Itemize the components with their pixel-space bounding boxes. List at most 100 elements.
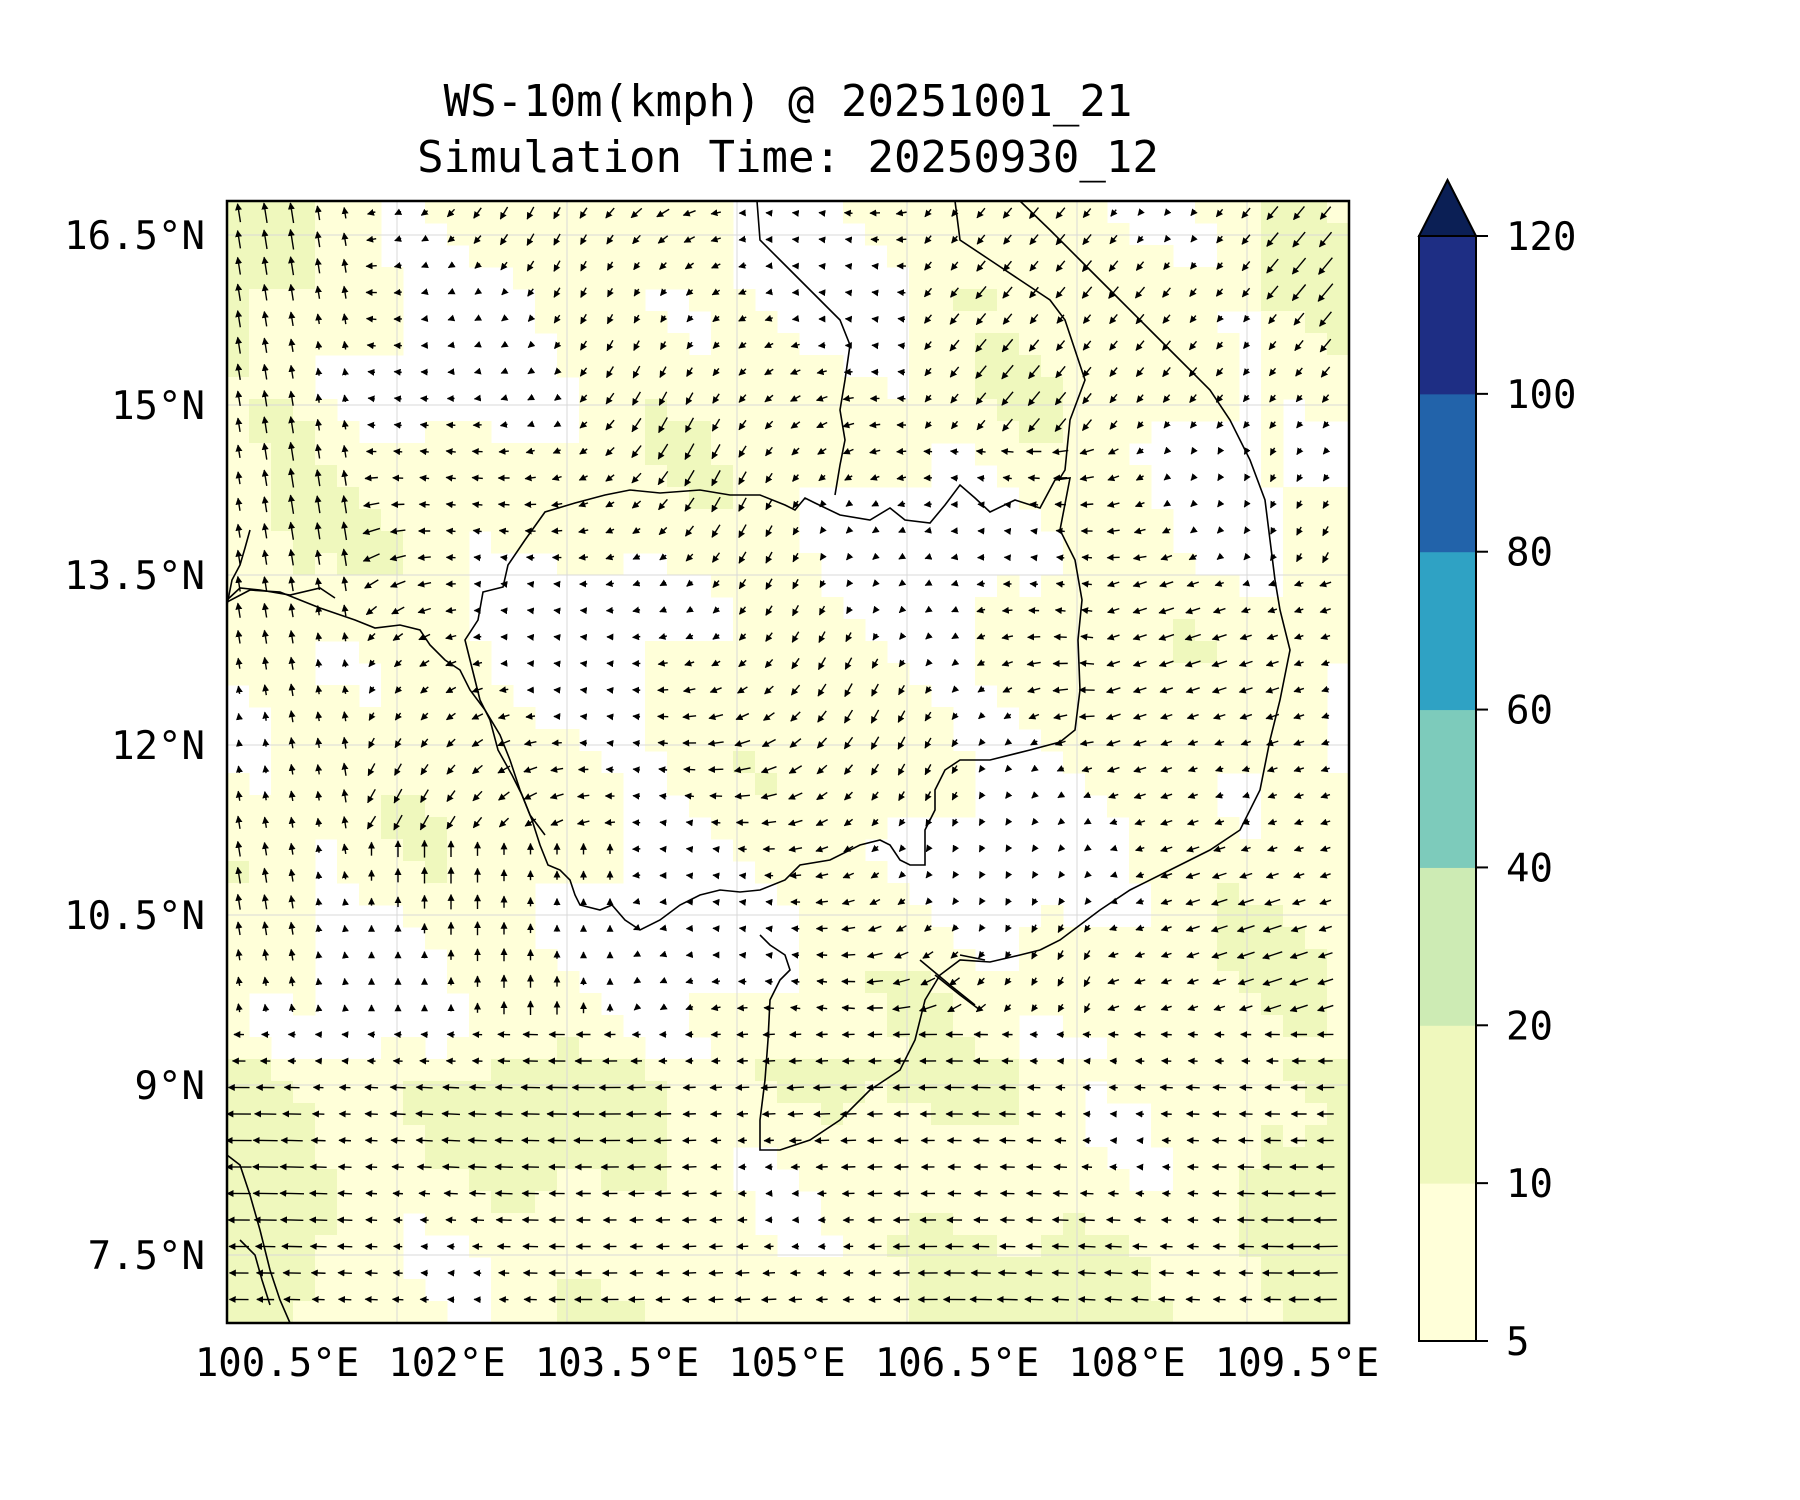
wind-vector: [712, 845, 720, 853]
fill-cell: [249, 1037, 272, 1060]
fill-cell: [271, 1191, 294, 1214]
fill-cell: [667, 377, 690, 400]
fill-cell: [1107, 487, 1130, 510]
fill-cell: [1195, 971, 1218, 994]
fill-cell: [557, 531, 580, 554]
fill-cell: [491, 685, 514, 708]
fill-cell: [1217, 1125, 1240, 1148]
wind-vector: [441, 1136, 461, 1144]
fill-cell: [249, 399, 272, 422]
fill-cell: [1107, 223, 1130, 246]
fill-cell: [799, 553, 822, 576]
fill-cell: [1261, 619, 1284, 642]
fill-cell: [359, 641, 382, 664]
fill-cell: [1107, 1213, 1130, 1236]
fill-cell: [645, 267, 668, 290]
fill-cell: [1129, 641, 1152, 664]
fill-cell: [733, 421, 756, 444]
wind-vector: [1106, 1216, 1121, 1224]
wind-vector: [279, 1189, 305, 1197]
fill-cell: [711, 1125, 734, 1148]
fill-cell: [821, 1037, 844, 1060]
wind-vector: [365, 1163, 378, 1171]
fill-cell: [1261, 663, 1284, 686]
fill-cell: [557, 751, 580, 774]
fill-cell: [777, 443, 800, 466]
fill-cell: [1063, 267, 1086, 290]
fill-cell: [1107, 1301, 1130, 1323]
fill-cell: [953, 1147, 976, 1170]
fill-cell: [909, 443, 932, 466]
fill-cell: [821, 1191, 844, 1214]
fill-cell: [557, 795, 580, 818]
colorbar-tick-label: 80: [1506, 531, 1553, 576]
fill-cell: [557, 553, 580, 576]
fill-cell: [1107, 971, 1130, 994]
fill-cell: [1173, 1191, 1196, 1214]
fill-cell: [931, 245, 954, 268]
fill-cell: [1283, 927, 1306, 950]
fill-cell: [1085, 399, 1108, 422]
wind-vector: [443, 1189, 458, 1197]
fill-cell: [711, 245, 734, 268]
fill-cell: [1261, 993, 1284, 1016]
fill-cell: [1151, 949, 1174, 972]
fill-cell: [1305, 1103, 1328, 1126]
fill-cell: [535, 1147, 558, 1170]
wind-vector: [342, 924, 349, 933]
fill-cell: [1327, 311, 1349, 334]
fill-cell: [601, 1037, 624, 1060]
fill-cell: [821, 1213, 844, 1236]
fill-cell: [953, 1169, 976, 1192]
fill-cell: [579, 1147, 602, 1170]
fill-cell: [1085, 751, 1108, 774]
fill-cell: [1173, 1169, 1196, 1192]
fill-cell: [1063, 201, 1086, 224]
fill-cell: [271, 927, 294, 950]
fill-cell: [975, 245, 998, 268]
fill-cell: [447, 223, 470, 246]
fill-cell: [1195, 575, 1218, 598]
fill-cell: [271, 223, 294, 246]
fill-cell: [865, 663, 888, 686]
fill-cell: [579, 773, 602, 796]
fill-cell: [689, 773, 712, 796]
fill-cell: [689, 1169, 712, 1192]
fill-cell: [887, 245, 910, 268]
boundary-line: [239, 1239, 271, 1306]
fill-cell: [997, 1081, 1020, 1104]
wind-vector: [764, 978, 773, 986]
wind-vector: [1185, 1083, 1200, 1091]
fill-cell: [579, 1257, 602, 1280]
fill-cell: [1173, 971, 1196, 994]
wind-vector: [843, 209, 853, 217]
fill-cell: [557, 1213, 580, 1236]
fill-cell: [777, 1037, 800, 1060]
wind-vector: [708, 1269, 724, 1277]
fill-cell: [1217, 1015, 1240, 1038]
fill-cell: [601, 421, 624, 444]
wind-vector: [1001, 606, 1013, 614]
fill-cell: [513, 245, 536, 268]
fill-cell: [271, 1147, 294, 1170]
fill-cell: [381, 1191, 404, 1214]
wind-vector: [791, 925, 800, 933]
fill-cell: [931, 311, 954, 334]
lat-tick-label: 9°N: [135, 1064, 205, 1109]
fill-cell: [1063, 1213, 1086, 1236]
fill-cell: [1217, 201, 1240, 224]
fill-cell: [359, 245, 382, 268]
fill-cell: [799, 1279, 822, 1302]
colorbar-tick-label: 10: [1506, 1162, 1553, 1207]
fill-cell: [469, 1037, 492, 1060]
fill-cell: [843, 619, 866, 642]
wind-vector: [498, 447, 509, 455]
fill-cell: [513, 487, 536, 510]
boundary-line: [227, 589, 546, 836]
wind-vector: [364, 474, 378, 482]
fill-cell: [315, 223, 338, 246]
fill-cell: [1063, 685, 1086, 708]
fill-cell: [271, 707, 294, 730]
fill-cell: [623, 201, 646, 224]
fill-cell: [843, 861, 866, 884]
